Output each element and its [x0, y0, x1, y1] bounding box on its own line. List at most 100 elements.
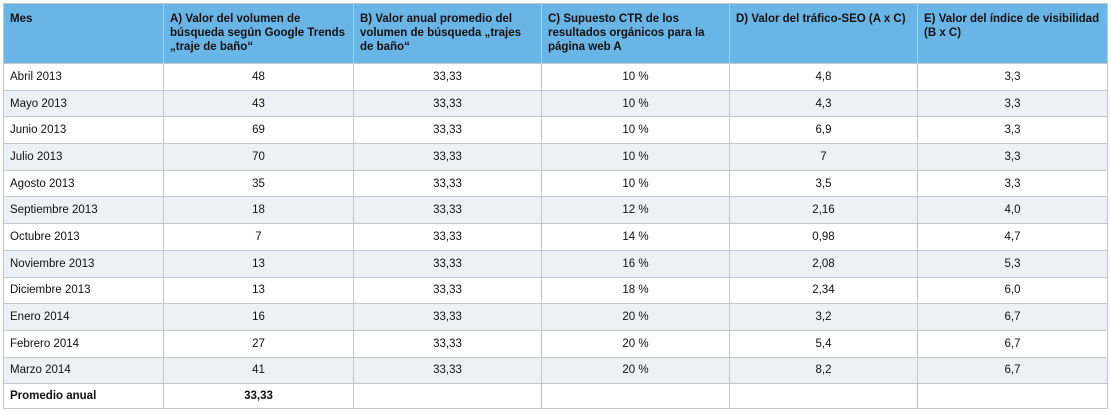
value-cell: 4,0	[917, 196, 1108, 225]
value-cell: 6,7	[917, 303, 1108, 331]
value-cell: 33,33	[353, 223, 542, 251]
value-cell: 69	[163, 116, 354, 145]
value-cell: 33,33	[353, 329, 542, 358]
data-table: Mes A) Valor del volumen de búsqueda segú…	[3, 3, 1108, 410]
month-cell: Noviembre 2013	[3, 249, 164, 278]
value-cell: 33,33	[353, 143, 542, 171]
value-cell: 18 %	[541, 276, 730, 305]
value-cell: 33,33	[353, 116, 542, 145]
value-cell: 33,33	[353, 63, 542, 91]
value-cell: 13	[163, 276, 354, 305]
value-cell: 33,33	[353, 89, 542, 118]
table-footer: Promedio anual 33,33	[3, 383, 1108, 410]
value-cell: 35	[163, 169, 354, 198]
footer-cell	[541, 383, 730, 410]
month-cell: Marzo 2014	[3, 356, 164, 385]
value-cell: 13	[163, 249, 354, 278]
value-cell: 3,3	[917, 116, 1108, 145]
value-cell: 6,0	[917, 276, 1108, 305]
header-cell: Mes	[3, 3, 164, 64]
header-cell: B) Valor anual promedio del volumen de b…	[353, 3, 542, 64]
footer-label: Promedio anual	[3, 383, 164, 410]
value-cell: 7	[163, 223, 354, 251]
footer-cell	[917, 383, 1108, 410]
value-cell: 20 %	[541, 303, 730, 331]
value-cell: 10 %	[541, 116, 730, 145]
value-cell: 16	[163, 303, 354, 331]
value-cell: 10 %	[541, 169, 730, 198]
header-row: Mes A) Valor del volumen de búsqueda segú…	[3, 3, 1108, 64]
header-cell: D) Valor del tráfico-SEO (A x C)	[729, 3, 918, 64]
value-cell: 33,33	[353, 196, 542, 225]
value-cell: 70	[163, 143, 354, 171]
value-cell: 20 %	[541, 356, 730, 385]
table-row: Diciembre 2013 13 33,33 18 % 2,34 6,0	[3, 276, 1108, 305]
month-cell: Julio 2013	[3, 143, 164, 171]
value-cell: 33,33	[353, 249, 542, 278]
month-cell: Febrero 2014	[3, 329, 164, 358]
value-cell: 3,3	[917, 143, 1108, 171]
footer-cell: 33,33	[163, 383, 354, 410]
table-row: Junio 2013 69 33,33 10 % 6,9 3,3	[3, 116, 1108, 145]
value-cell: 16 %	[541, 249, 730, 278]
value-cell: 4,7	[917, 223, 1108, 251]
table-header: Mes A) Valor del volumen de búsqueda segú…	[3, 3, 1108, 64]
table-row: Septiembre 2013 18 33,33 12 % 2,16 4,0	[3, 196, 1108, 225]
table-row: Octubre 2013 7 33,33 14 % 0,98 4,7	[3, 223, 1108, 251]
value-cell: 41	[163, 356, 354, 385]
value-cell: 27	[163, 329, 354, 358]
month-cell: Septiembre 2013	[3, 196, 164, 225]
table-row: Febrero 2014 27 33,33 20 % 5,4 6,7	[3, 329, 1108, 358]
table-row: Abril 2013 48 33,33 10 % 4,8 3,3	[3, 63, 1108, 91]
value-cell: 18	[163, 196, 354, 225]
header-cell: C) Supuesto CTR de los resultados orgáni…	[541, 3, 730, 64]
value-cell: 33,33	[353, 356, 542, 385]
value-cell: 3,3	[917, 89, 1108, 118]
header-cell: A) Valor del volumen de búsqueda según G…	[163, 3, 354, 64]
month-cell: Mayo 2013	[3, 89, 164, 118]
value-cell: 6,7	[917, 356, 1108, 385]
value-cell: 20 %	[541, 329, 730, 358]
table-row: Julio 2013 70 33,33 10 % 7 3,3	[3, 143, 1108, 171]
footer-row: Promedio anual 33,33	[3, 383, 1108, 410]
table-row: Mayo 2013 43 33,33 10 % 4,3 3,3	[3, 89, 1108, 118]
table-row: Marzo 2014 41 33,33 20 % 8,2 6,7	[3, 356, 1108, 385]
value-cell: 33,33	[353, 303, 542, 331]
value-cell: 3,5	[729, 169, 918, 198]
value-cell: 6,7	[917, 329, 1108, 358]
value-cell: 2,34	[729, 276, 918, 305]
value-cell: 14 %	[541, 223, 730, 251]
month-cell: Diciembre 2013	[3, 276, 164, 305]
value-cell: 10 %	[541, 89, 730, 118]
value-cell: 10 %	[541, 63, 730, 91]
value-cell: 4,3	[729, 89, 918, 118]
value-cell: 10 %	[541, 143, 730, 171]
month-cell: Enero 2014	[3, 303, 164, 331]
value-cell: 5,3	[917, 249, 1108, 278]
value-cell: 33,33	[353, 276, 542, 305]
footer-cell	[353, 383, 542, 410]
value-cell: 8,2	[729, 356, 918, 385]
value-cell: 2,16	[729, 196, 918, 225]
value-cell: 4,8	[729, 63, 918, 91]
table-row: Enero 2014 16 33,33 20 % 3,2 6,7	[3, 303, 1108, 331]
table-row: Noviembre 2013 13 33,33 16 % 2,08 5,3	[3, 249, 1108, 278]
month-cell: Agosto 2013	[3, 169, 164, 198]
table-row: Agosto 2013 35 33,33 10 % 3,5 3,3	[3, 169, 1108, 198]
value-cell: 2,08	[729, 249, 918, 278]
month-cell: Abril 2013	[3, 63, 164, 91]
footer-cell	[729, 383, 918, 410]
table-body: Abril 2013 48 33,33 10 % 4,8 3,3 Mayo 2013 43 33…	[3, 63, 1108, 385]
month-cell: Octubre 2013	[3, 223, 164, 251]
value-cell: 5,4	[729, 329, 918, 358]
value-cell: 6,9	[729, 116, 918, 145]
value-cell: 33,33	[353, 169, 542, 198]
value-cell: 3,3	[917, 169, 1108, 198]
value-cell: 3,2	[729, 303, 918, 331]
value-cell: 0,98	[729, 223, 918, 251]
header-cell: E) Valor del índice de visibilidad (B x …	[917, 3, 1108, 64]
value-cell: 43	[163, 89, 354, 118]
month-cell: Junio 2013	[3, 116, 164, 145]
value-cell: 48	[163, 63, 354, 91]
